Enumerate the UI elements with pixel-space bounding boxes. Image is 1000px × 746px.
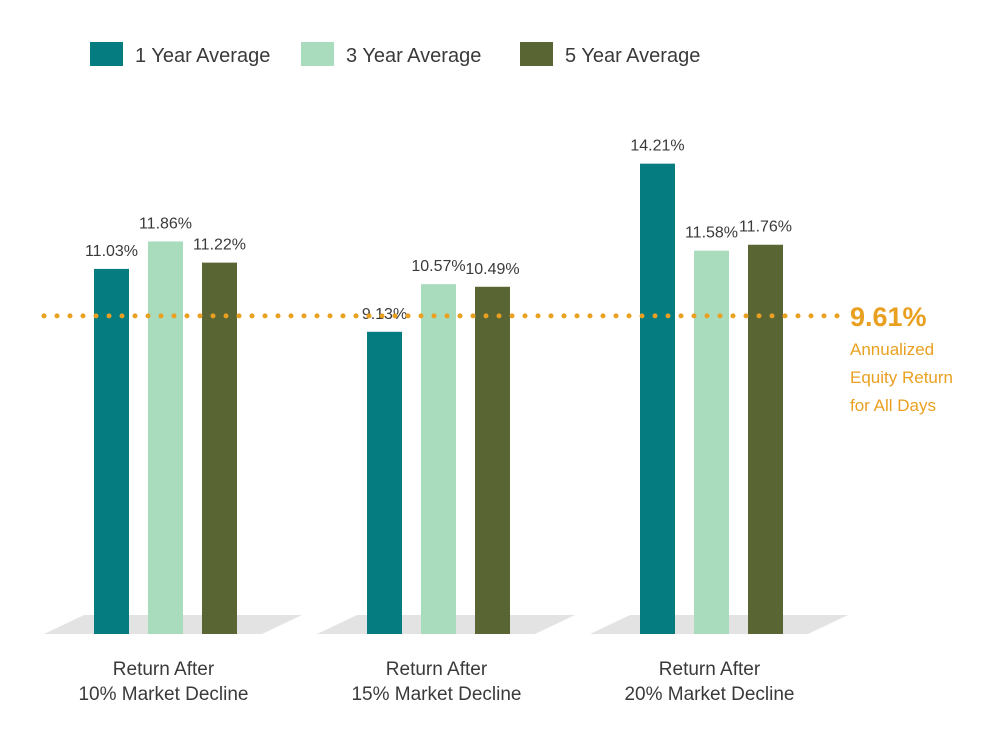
value-label-3-1: 14.21% [630, 138, 684, 155]
category-labels: Return After 10% Market Decline Return Aft… [78, 659, 794, 705]
legend-swatch-2 [301, 42, 334, 66]
value-label-2-3: 10.49% [465, 261, 519, 278]
reference-value-label: 9.61% [850, 302, 927, 332]
value-label-1-3: 11.22% [193, 237, 246, 254]
legend-label-1: 1 Year Average [135, 45, 270, 67]
bar-2-3 [475, 286, 510, 634]
reference-text-line-2: Equity Return [850, 368, 953, 387]
category-label-1-line-1: Return After [113, 659, 215, 680]
bar-1-1 [94, 268, 129, 634]
bar-1-3 [202, 262, 237, 634]
legend-label-2: 3 Year Average [346, 45, 481, 67]
value-label-1-1: 11.03% [85, 243, 138, 260]
legend-label-3: 5 Year Average [565, 45, 700, 67]
category-label-1-line-2: 10% Market Decline [78, 684, 248, 705]
value-label-3-2: 11.58% [685, 225, 738, 242]
legend-swatch-3 [520, 42, 553, 66]
bar-3-2 [694, 250, 729, 634]
reference-text-line-1: Annualized [850, 340, 934, 359]
bars: 11.03% 9.13% 14.21% 11.86% 10.57% 11.58% 11.22… [85, 138, 792, 635]
category-label-2-line-1: Return After [386, 659, 488, 680]
value-label-3-3: 11.76% [739, 219, 792, 236]
value-label-2-1: 9.13% [362, 306, 407, 323]
category-label-3-line-2: 20% Market Decline [624, 684, 794, 705]
category-label-3-line-1: Return After [659, 659, 761, 680]
value-label-2-2: 10.57% [411, 258, 465, 275]
bar-1-2 [148, 241, 183, 634]
value-label-1-2: 11.86% [139, 215, 192, 232]
reference-text-line-3: for All Days [850, 396, 936, 415]
bar-3-3 [748, 244, 783, 634]
bar-2-2 [421, 284, 456, 634]
legend: 1 Year Average 3 Year Average 5 Year Avera… [90, 42, 700, 67]
bar-2-1 [367, 331, 402, 634]
reference-line-group: 9.61% Annualized Equity Return for All Days [41, 302, 953, 415]
bar-3-1 [640, 163, 675, 635]
category-label-2-line-2: 15% Market Decline [351, 684, 521, 705]
legend-swatch-1 [90, 42, 123, 66]
